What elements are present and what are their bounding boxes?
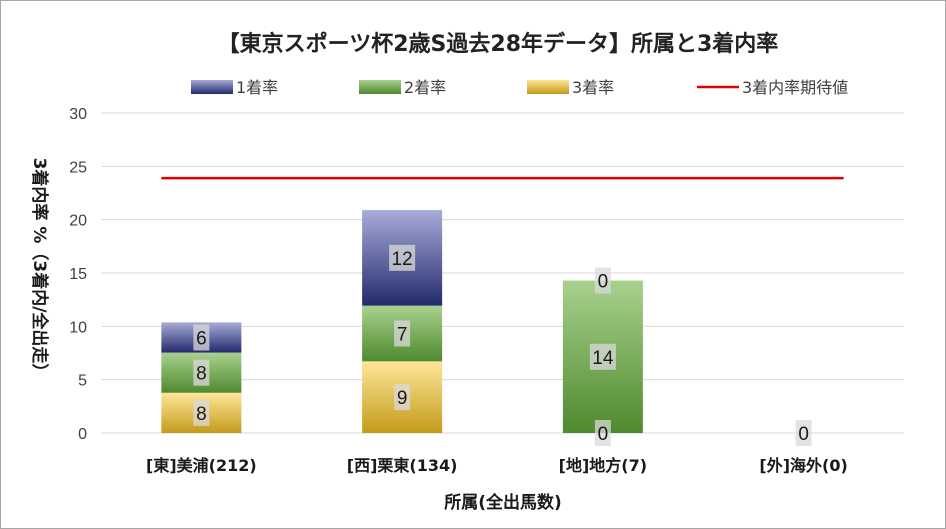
data-label: 0 — [598, 272, 609, 293]
data-label: 12 — [392, 249, 413, 270]
legend-swatch — [359, 80, 401, 94]
data-label: 0 — [798, 424, 809, 445]
y-tick-label: 20 — [69, 213, 87, 230]
x-axis-title: 所属(全出馬数) — [444, 492, 562, 513]
legend-swatch — [527, 80, 569, 94]
y-axis-ticks: 0 5 10 15 20 25 30 — [69, 106, 87, 443]
data-label-background — [594, 420, 611, 446]
data-label-background — [594, 267, 611, 294]
data-label: 7 — [397, 324, 408, 345]
x-axis-ticks: [東]美浦(212) [西]栗東(134) [地]地方(7) [外]海外(0) — [146, 456, 848, 475]
chart-title: 【東京スポーツ杯2歳S過去28年データ】所属と3着内率 — [218, 31, 779, 57]
x-tick-label: [外]海外(0) — [759, 456, 847, 475]
data-label-background — [795, 420, 812, 446]
x-tick-label: [地]地方(7) — [559, 456, 647, 475]
data-label-background — [589, 343, 616, 370]
legend-label: 1着率 — [236, 78, 278, 97]
y-tick-label: 10 — [69, 319, 87, 336]
data-label-background — [193, 324, 210, 351]
legend-swatch — [191, 80, 233, 94]
legend-label: 3着率 — [572, 78, 614, 97]
data-label: 8 — [196, 404, 207, 425]
data-label: 14 — [592, 348, 614, 369]
data-label: 8 — [196, 364, 207, 385]
data-label-background — [389, 244, 416, 271]
data-label: 6 — [196, 328, 207, 349]
y-axis-title: 3着内率 %（3着内/全出走） — [29, 158, 50, 381]
data-label: 0 — [598, 424, 609, 445]
data-label-background — [193, 359, 210, 386]
data-label-background — [394, 384, 411, 411]
data-label-background — [193, 399, 210, 426]
legend-label: 3着内率期待値 — [742, 78, 848, 97]
x-tick-label: [東]美浦(212) — [146, 456, 257, 475]
y-tick-label: 5 — [78, 373, 87, 390]
x-tick-label: [西]栗東(134) — [347, 456, 458, 475]
y-tick-label: 0 — [78, 426, 87, 443]
legend-label: 2着率 — [404, 78, 446, 97]
legend: 1着率 2着率 3着率 3着内率期待値 — [191, 78, 848, 97]
y-tick-label: 30 — [69, 106, 87, 123]
data-label: 9 — [397, 388, 408, 409]
data-labels: 8 8 6 9 7 12 0 14 0 0 — [193, 244, 812, 446]
y-tick-label: 15 — [69, 266, 87, 283]
y-tick-label: 25 — [69, 159, 87, 176]
data-label-background — [394, 320, 411, 347]
